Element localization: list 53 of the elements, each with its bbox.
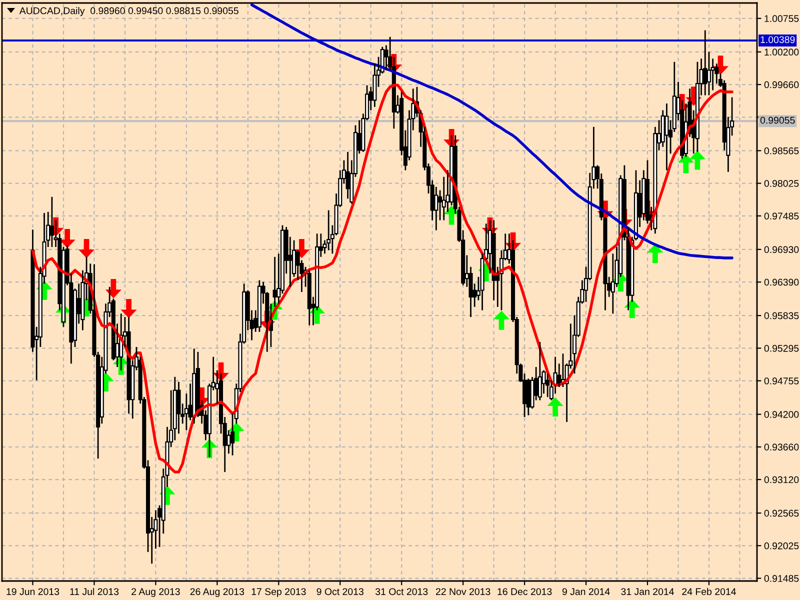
y-tick-label: 0.92025 xyxy=(764,542,799,550)
x-tick-label: 2 Aug 2013 xyxy=(132,588,180,598)
x-tick-label: 26 Aug 2013 xyxy=(190,588,244,598)
y-tick-label: 1.00755 xyxy=(764,15,799,22)
x-tick-label: 24 Feb 2014 xyxy=(682,588,736,596)
point xyxy=(493,310,510,330)
x-tick-label: 17 Sep 2013 xyxy=(252,588,306,598)
candlestick xyxy=(664,102,669,171)
y-tick-label: 0.95835 xyxy=(764,312,799,320)
candlestick xyxy=(184,392,188,431)
point xyxy=(547,397,564,417)
y-tick-label: 0.98025 xyxy=(764,180,799,187)
ref-line-label: 1.00389 xyxy=(760,36,795,44)
candlestick xyxy=(50,196,54,248)
x-tick-label: 11 Jul 2013 xyxy=(70,588,119,596)
y-tick-label: 0.99660 xyxy=(764,81,799,88)
x-tick-label: 9 Jan 2014 xyxy=(562,588,610,596)
x-tick-label: 22 Nov 2013 xyxy=(436,588,490,596)
candlestick xyxy=(307,270,312,326)
y-tick-label: 0.98565 xyxy=(764,147,799,154)
point xyxy=(647,244,664,264)
y-tick-label: 0.94200 xyxy=(764,411,799,418)
chart-title: AUDCAD,Daily 0.98960 0.99450 0.98815 0.99055 xyxy=(19,7,238,16)
y-tick-label: 1.00200 xyxy=(764,48,799,56)
y-tick-label: 0.93120 xyxy=(764,476,799,484)
point xyxy=(120,299,137,318)
candlestick xyxy=(538,341,542,401)
ref-line-label: 0.99055 xyxy=(760,116,795,124)
x-tick-label: 31 Jan 2014 xyxy=(621,588,674,596)
y-tick-label: 0.94755 xyxy=(764,378,799,384)
x-tick-label: 19 Jun 2013 xyxy=(6,588,60,596)
x-tick-label: 31 Oct 2013 xyxy=(375,588,428,596)
point xyxy=(78,239,95,258)
candlestick xyxy=(326,210,331,251)
y-tick-label: 0.92565 xyxy=(764,510,799,517)
candlestick xyxy=(706,51,711,96)
point xyxy=(105,279,122,298)
x-tick-label: 16 Dec 2013 xyxy=(498,588,552,596)
candlestick xyxy=(546,372,550,398)
candlestick xyxy=(192,348,196,424)
line-series xyxy=(31,84,734,474)
y-tick-label: 0.96930 xyxy=(764,246,799,254)
candlestick xyxy=(257,280,262,333)
point xyxy=(689,150,706,170)
y-tick-label: 0.95295 xyxy=(764,344,799,352)
candlestick xyxy=(703,30,708,96)
point xyxy=(624,299,640,318)
x-tick-label: 9 Oct 2013 xyxy=(316,588,364,596)
point xyxy=(678,154,694,174)
y-tick-label: 0.93660 xyxy=(764,444,799,451)
y-tick-label: 0.96390 xyxy=(764,278,799,286)
y-tick-label: 0.91485 xyxy=(764,575,799,582)
y-tick-label: 0.97485 xyxy=(764,212,799,220)
